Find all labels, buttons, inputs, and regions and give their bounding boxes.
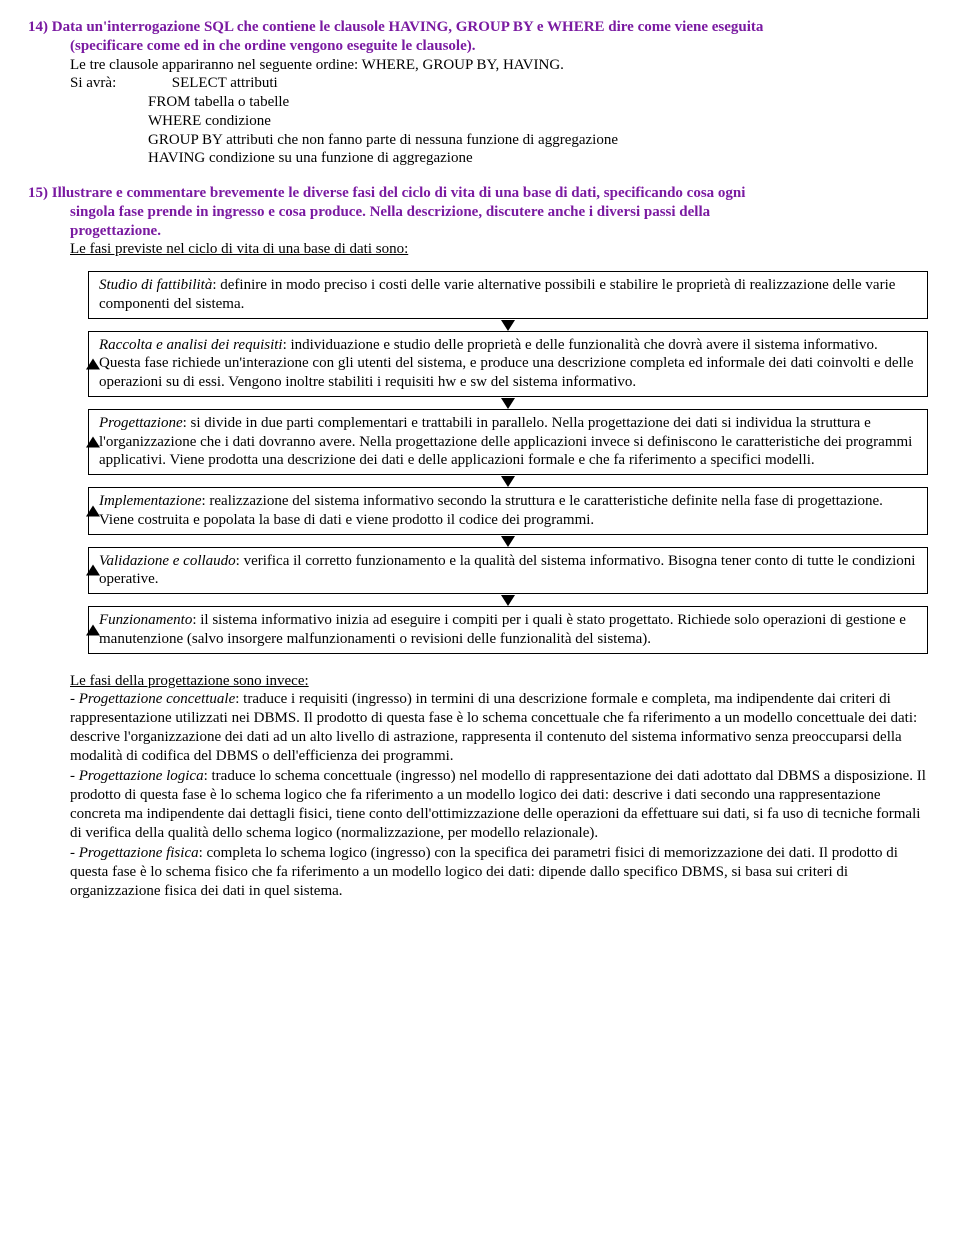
q14-ans-l3: FROM tabella o tabelle	[148, 93, 932, 112]
phase-box-3: Progettazione: si divide in due parti co…	[88, 409, 928, 475]
design-p3-title: Progettazione fisica	[79, 845, 199, 861]
design-p1: - Progettazione concettuale: traduce i r…	[70, 690, 932, 765]
back-arrow-icon	[86, 624, 100, 635]
q15-line3: progettazione.	[70, 222, 932, 241]
back-arrow-icon	[86, 358, 100, 369]
down-arrow-icon	[501, 595, 515, 606]
down-arrow-icon	[501, 398, 515, 409]
phase-3-title: Progettazione	[99, 415, 183, 431]
phase-box-5: Validazione e collaudo: verifica il corr…	[88, 547, 928, 595]
q14-line2: (specificare come ed in che ordine vengo…	[70, 37, 932, 56]
design-p2-title: Progettazione logica	[79, 768, 204, 784]
question-14: 14) Data un'interrogazione SQL che conti…	[28, 18, 932, 168]
phase-box-6: Funzionamento: il sistema informativo in…	[88, 606, 928, 654]
phases-flowchart: Studio di fattibilità: definire in modo …	[88, 271, 928, 654]
design-phases-section: Le fasi della progettazione sono invece:…	[70, 672, 932, 901]
q15-num: 15)	[28, 185, 52, 201]
phase-4-body-l2: Viene costruita e popolata la base di da…	[99, 512, 594, 528]
q14-ans-l2: Si avrà: SELECT attributi	[70, 74, 932, 93]
back-arrow-icon	[86, 505, 100, 516]
down-arrow-icon	[501, 320, 515, 331]
phase-box-1: Studio di fattibilità: definire in modo …	[88, 271, 928, 319]
q14-ans-l4: WHERE condizione	[148, 112, 932, 131]
back-arrow-icon	[86, 565, 100, 576]
q15-line1: Illustrare e commentare brevemente le di…	[52, 185, 746, 201]
design-p3: - Progettazione fisica: completa lo sche…	[70, 844, 932, 900]
q14-ans-l2b: SELECT attributi	[172, 75, 278, 91]
q14-ans-l6: HAVING condizione su una funzione di agg…	[148, 149, 932, 168]
phase-box-2: Raccolta e analisi dei requisiti: indivi…	[88, 331, 928, 397]
q14-line1: Data un'interrogazione SQL che contiene …	[52, 19, 764, 35]
phase-4-body-l1: : realizzazione del sistema informativo …	[201, 493, 882, 509]
spacer	[28, 174, 932, 184]
phase-1-body: : definire in modo preciso i costi delle…	[99, 277, 895, 312]
phase-2-title: Raccolta e analisi dei requisiti	[99, 337, 283, 353]
q15-question: 15) Illustrare e commentare brevemente l…	[28, 184, 932, 203]
q14-question: 14) Data un'interrogazione SQL che conti…	[28, 18, 932, 37]
phase-6-title: Funzionamento	[99, 612, 192, 628]
design-p2: - Progettazione logica: traduce lo schem…	[70, 767, 932, 842]
phase-1-title: Studio di fattibilità	[99, 277, 212, 293]
q15-line2: singola fase prende in ingresso e cosa p…	[70, 203, 932, 222]
down-arrow-icon	[501, 536, 515, 547]
phase-3-body: : si divide in due parti complementari e…	[99, 415, 912, 469]
q14-ans-l5: GROUP BY attributi che non fanno parte d…	[148, 131, 932, 150]
design-p1-title: Progettazione concettuale	[79, 691, 235, 707]
q15-ans-intro: Le fasi previste nel ciclo di vita di un…	[70, 240, 932, 259]
q14-num: 14)	[28, 19, 52, 35]
design-intro: Le fasi della progettazione sono invece:	[70, 672, 932, 691]
down-arrow-icon	[501, 476, 515, 487]
q14-ans-l2a: Si avrà:	[70, 75, 116, 91]
question-15: 15) Illustrare e commentare brevemente l…	[28, 184, 932, 259]
phase-box-4: Implementazione: realizzazione del siste…	[88, 487, 928, 535]
back-arrow-icon	[86, 436, 100, 447]
phase-4-title: Implementazione	[99, 493, 201, 509]
phase-6-body: : il sistema informativo inizia ad esegu…	[99, 612, 906, 647]
phase-5-title: Validazione e collaudo	[99, 553, 236, 569]
q14-ans-l1: Le tre clausole appariranno nel seguente…	[70, 56, 932, 75]
